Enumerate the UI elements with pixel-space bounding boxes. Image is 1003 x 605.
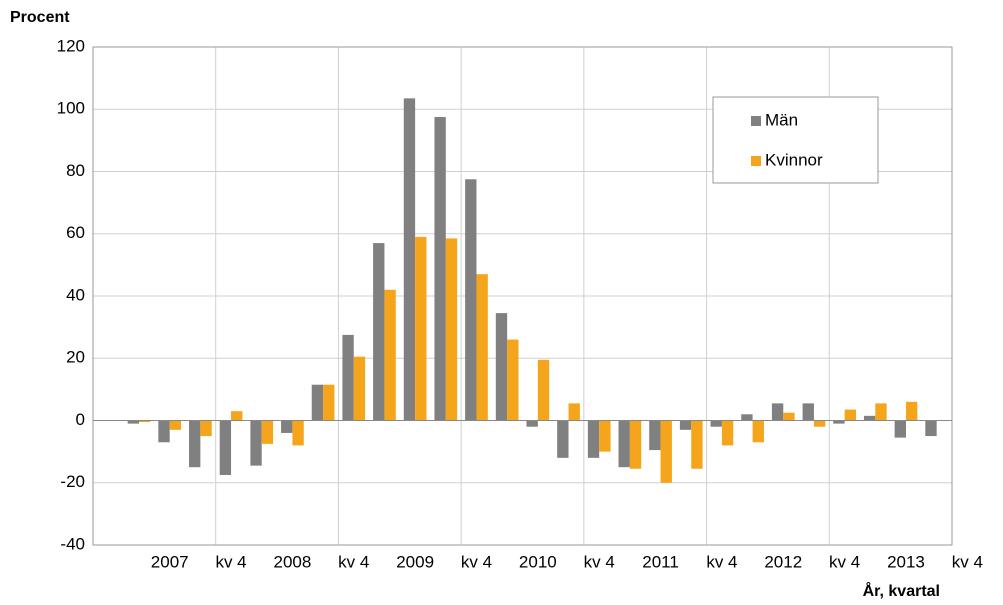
bar <box>507 339 519 421</box>
bar <box>189 420 201 468</box>
bar <box>741 414 753 421</box>
bar <box>384 289 396 421</box>
bar <box>833 420 845 424</box>
bar <box>219 420 232 475</box>
x-tick-label: 2007 <box>151 552 189 571</box>
x-tick-label: kv 4 <box>584 552 615 571</box>
bar <box>587 420 600 458</box>
bar <box>495 313 508 421</box>
bar <box>526 420 538 427</box>
bar <box>599 420 611 452</box>
bar <box>292 420 304 446</box>
x-tick-label: 2012 <box>764 552 802 571</box>
bar <box>476 274 488 421</box>
legend-box <box>712 96 879 184</box>
bar <box>875 403 887 421</box>
bar <box>434 117 446 421</box>
bar <box>323 384 335 421</box>
bar <box>465 179 477 421</box>
x-tick-label: kv 4 <box>461 552 492 571</box>
bar <box>679 420 692 430</box>
bar <box>691 420 703 469</box>
legend-swatch <box>751 116 761 126</box>
bar <box>649 420 661 451</box>
y-tick-label: -40 <box>60 534 85 553</box>
x-tick-label: 2008 <box>273 552 311 571</box>
x-axis-label: År, kvartal <box>863 581 940 600</box>
bar <box>261 420 274 444</box>
x-tick-label: kv 4 <box>338 552 369 571</box>
y-tick-label: 60 <box>66 223 85 242</box>
legend-label: Kvinnor <box>765 150 823 169</box>
y-tick-label: 40 <box>66 285 85 304</box>
bar <box>783 412 795 421</box>
bar <box>925 420 937 437</box>
bar <box>200 420 212 437</box>
x-tick-label: 2009 <box>396 552 434 571</box>
bar <box>537 359 550 421</box>
bar <box>844 409 856 421</box>
bar <box>231 411 243 421</box>
y-tick-label: -20 <box>60 472 85 491</box>
legend-label: Män <box>765 110 798 129</box>
bar <box>813 420 826 427</box>
x-tick-label: kv 4 <box>829 552 860 571</box>
legend-swatch <box>751 156 761 166</box>
bar <box>721 420 734 446</box>
bar <box>660 420 672 483</box>
bar <box>894 420 906 438</box>
bar <box>802 403 814 421</box>
bar <box>710 420 722 427</box>
y-tick-label: 20 <box>66 348 85 367</box>
bar <box>557 420 569 458</box>
bar <box>373 243 385 421</box>
bar <box>158 420 170 443</box>
bar <box>905 401 918 421</box>
bar <box>752 420 764 443</box>
x-tick-label: kv 4 <box>706 552 737 571</box>
x-tick-label: 2010 <box>519 552 557 571</box>
bar <box>618 420 630 468</box>
x-tick-label: 2011 <box>642 552 679 571</box>
bar <box>445 238 458 421</box>
x-tick-label: kv 4 <box>215 552 246 571</box>
bar <box>403 98 416 421</box>
bar <box>415 236 427 421</box>
bar <box>863 415 876 421</box>
y-tick-label: 0 <box>76 410 85 429</box>
x-tick-label: 2013 <box>887 552 925 571</box>
bar <box>127 420 140 424</box>
bar <box>169 420 182 430</box>
bar <box>568 403 580 421</box>
y-tick-label: 100 <box>57 99 85 118</box>
y-axis-label: Procent <box>10 9 70 26</box>
x-tick-label: kv 4 <box>952 552 983 571</box>
bar <box>629 420 642 469</box>
bar <box>311 384 324 421</box>
plot-border <box>92 46 953 546</box>
bar <box>342 334 354 421</box>
y-tick-label: 120 <box>57 36 85 55</box>
bar <box>771 403 784 421</box>
bar <box>139 420 151 423</box>
bar <box>250 420 262 466</box>
bar <box>281 420 293 433</box>
y-tick-label: 80 <box>66 161 85 180</box>
bar <box>353 356 366 421</box>
